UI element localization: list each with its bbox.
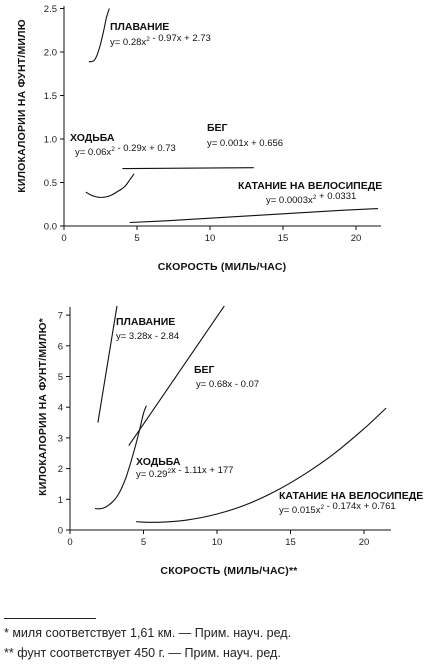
- chart-2-lines: [94, 305, 387, 523]
- chart-1-ylabel: КИЛОКАЛОРИИ НА ФУНТ/МИЛЮ: [16, 19, 28, 193]
- chart-2-walk-curve: [94, 405, 147, 510]
- footnote-mile: * миля соответствует 1,61 км. — Прим. на…: [4, 626, 292, 640]
- chart-1-bike-curve: [129, 208, 378, 224]
- chart-1-y-tick-label: 1.5: [44, 91, 57, 102]
- chart-1-run-label: БЕГ: [207, 122, 228, 134]
- chart-2-y-tick-label: 6: [58, 341, 63, 352]
- chart-2-run-label: БЕГ: [194, 364, 215, 376]
- chart-2-swim-curve: [97, 305, 118, 423]
- chart-1-lines: [85, 8, 378, 224]
- chart-2-x-tick-label: 0: [67, 537, 72, 548]
- chart-1: 0 5 10 15 20 0.0 0.5 1.0 1.5 2.0 2.5 СКОРОСТЬ (МИЛ…: [16, 4, 382, 273]
- chart-2-swim-equation: y= 3.28x - 2.84: [116, 331, 179, 342]
- chart-2-y-tick-label: 5: [58, 372, 63, 383]
- chart-1-walk-curve: [85, 173, 135, 198]
- chart-1-bike-equation: y= 0.0003x2 + 0.0331: [266, 191, 356, 206]
- chart-2-x-tick-label: 15: [285, 537, 296, 548]
- chart-1-bike-label: КАТАНИЕ НА ВЕЛОСИПЕДЕ: [238, 180, 382, 192]
- chart-2-y-tick-label: 2: [58, 464, 63, 475]
- chart-2-x-tick-label: 20: [359, 537, 370, 548]
- chart-2-bike-label: КАТАНИЕ НА ВЕЛОСИПЕДЕ: [279, 490, 423, 502]
- chart-2-bike-curve: [136, 407, 387, 523]
- chart-2-bike-equation: y= 0.015x2 - 0.174x + 0.761: [279, 501, 396, 516]
- chart-1-x-tick-label: 10: [205, 233, 216, 244]
- chart-1-y-tick-label: 0.5: [44, 178, 57, 189]
- chart-2-x-tick-label: 10: [212, 537, 223, 548]
- charts-canvas: 0 5 10 15 200.00.51.01.52.02.5 СКОРОСТЬ (МИЛ…: [16, 4, 423, 577]
- chart-2-y-tick-label: 4: [58, 403, 63, 414]
- footnote-pound: ** фунт соответствует 450 г. — Прим. нау…: [4, 646, 281, 660]
- chart-2-walk-equation: y= 0.292x - 1.11x + 177: [136, 465, 233, 480]
- chart-1-y-tick-label: 2.0: [44, 48, 57, 59]
- chart-2-x-tick-label: 5: [141, 537, 146, 548]
- chart-1-x-tick-label: 20: [351, 233, 362, 244]
- chart-1-walk-label: ХОДЬБА: [70, 132, 115, 144]
- chart-1-x-tick-label: 5: [134, 233, 139, 244]
- chart-2-y-tick-label: 3: [58, 433, 63, 444]
- chart-1-swim-curve: [88, 8, 110, 63]
- chart-2-y-tick-label: 0: [58, 526, 63, 537]
- chart-1-axes: 0 5 10 15 20 0.0 0.5 1.0 1.5 2.0 2.5: [44, 4, 381, 244]
- footnote-divider: [4, 618, 96, 619]
- chart-2-xlabel: СКОРОСТЬ (МИЛЬ/ЧАС)**: [160, 565, 298, 577]
- chart-2-y-tick-label: 7: [58, 311, 63, 322]
- chart-1-swim-label: ПЛАВАНИЕ: [110, 21, 169, 33]
- chart-1-x-tick-label: 0: [61, 233, 66, 244]
- chart-1-xlabel: СКОРОСТЬ (МИЛЬ/ЧАС): [158, 261, 287, 273]
- chart-2-ylabel: КИЛОКАЛОРИИ НА ФУНТ/МИЛЮ*: [37, 317, 49, 496]
- chart-1-swim-equation: y= 0.28x2 - 0.97x + 2.73: [110, 33, 211, 48]
- chart-1-run-equation: y= 0.001x + 0.656: [207, 138, 283, 149]
- chart-2-y-tick-label: 1: [58, 495, 63, 506]
- chart-2-run-equation: y= 0.68x - 0.07: [196, 379, 259, 390]
- chart-1-run-curve: [122, 167, 254, 170]
- chart-1-x-tick-label: 15: [278, 233, 289, 244]
- chart-2-run-curve: [128, 305, 225, 446]
- chart-2-walk-label: ХОДЬБА: [136, 456, 181, 468]
- chart-2-axes: 0 5 10 15 20 0 1 2 3 4 5 6 7: [58, 307, 391, 548]
- chart-1-y-tick-label: 2.5: [44, 4, 57, 15]
- chart-1-walk-equation: y= 0.06x2 - 0.29x + 0.73: [75, 143, 176, 158]
- chart-1-y-tick-label: 1.0: [44, 135, 57, 146]
- chart-2-swim-label: ПЛАВАНИЕ: [116, 316, 175, 328]
- chart-2: 0 5 10 15 20 0 1 2 3 4 5 6 7 СКОРОСТЬ (МИЛЬ/ЧАС)** К…: [37, 305, 423, 577]
- chart-1-y-tick-label: 0.0: [44, 222, 57, 233]
